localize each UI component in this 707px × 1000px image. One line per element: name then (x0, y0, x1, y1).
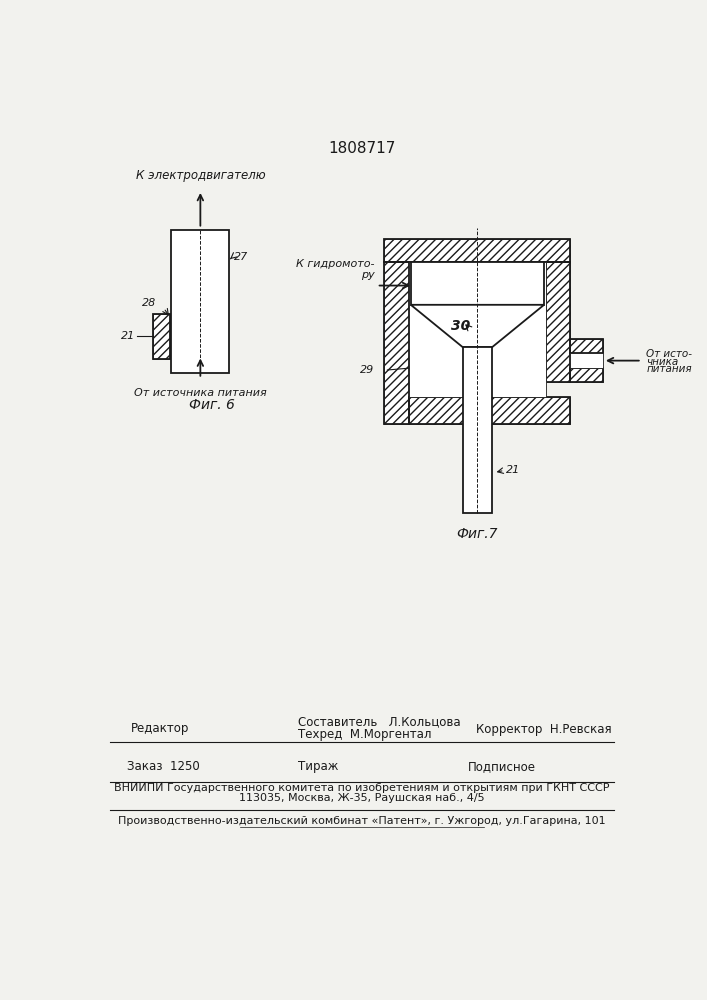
Bar (171, 230, 230, 373)
Text: Составитель   Л.Кольцова: Составитель Л.Кольцова (298, 716, 460, 729)
Text: К гидромото-
ру: К гидромото- ру (296, 259, 374, 280)
Bar (153, 314, 170, 359)
Text: Редактор: Редактор (131, 722, 189, 735)
Bar (546, 262, 571, 382)
Text: Подписное: Подписное (468, 760, 536, 773)
Text: От исто-: От исто- (646, 349, 692, 359)
Text: 29: 29 (360, 365, 374, 375)
Text: К электродвигателю: К электродвигателю (136, 169, 265, 182)
Bar (409, 262, 546, 397)
Bar (462, 347, 492, 513)
Text: Техред  М.Моргентал: Техред М.Моргентал (298, 728, 431, 741)
Bar (411, 262, 544, 305)
Text: чника: чника (646, 357, 679, 367)
Text: ВНИИПИ Государственного комитета по изобретениям и открытиям при ГКНТ СССР: ВНИИПИ Государственного комитета по изоб… (115, 783, 609, 793)
Text: Производственно-издательский комбинат «Патент», г. Ужгород, ул.Гагарина, 101: Производственно-издательский комбинат «П… (118, 816, 606, 826)
Text: Тираж: Тираж (298, 760, 338, 773)
Text: Заказ  1250: Заказ 1250 (127, 760, 200, 773)
Bar (409, 397, 571, 424)
Bar (153, 314, 170, 359)
Bar (409, 397, 571, 424)
Text: 30: 30 (451, 319, 470, 333)
Bar (571, 339, 603, 353)
Text: 113035, Москва, Ж-35, Раушская наб., 4/5: 113035, Москва, Ж-35, Раушская наб., 4/5 (239, 793, 485, 803)
Polygon shape (411, 305, 544, 347)
Text: 28: 28 (141, 298, 156, 308)
Bar (571, 368, 603, 382)
Bar (571, 368, 603, 382)
Bar (571, 353, 603, 368)
Bar (571, 339, 603, 353)
Text: От источника питания: От источника питания (134, 388, 267, 398)
Bar (385, 262, 409, 424)
Bar (385, 239, 571, 262)
Bar (385, 262, 409, 424)
Text: питания: питания (646, 364, 692, 374)
Text: Фиг.7: Фиг.7 (457, 527, 498, 541)
Bar (546, 262, 571, 382)
Text: 21: 21 (506, 465, 520, 475)
Text: 1808717: 1808717 (328, 141, 396, 156)
Text: Корректор  Н.Ревская: Корректор Н.Ревская (476, 723, 612, 736)
Text: 27: 27 (234, 252, 248, 262)
Text: Фиг. 6: Фиг. 6 (189, 398, 235, 412)
Text: 21: 21 (122, 331, 136, 341)
Bar (385, 239, 571, 262)
